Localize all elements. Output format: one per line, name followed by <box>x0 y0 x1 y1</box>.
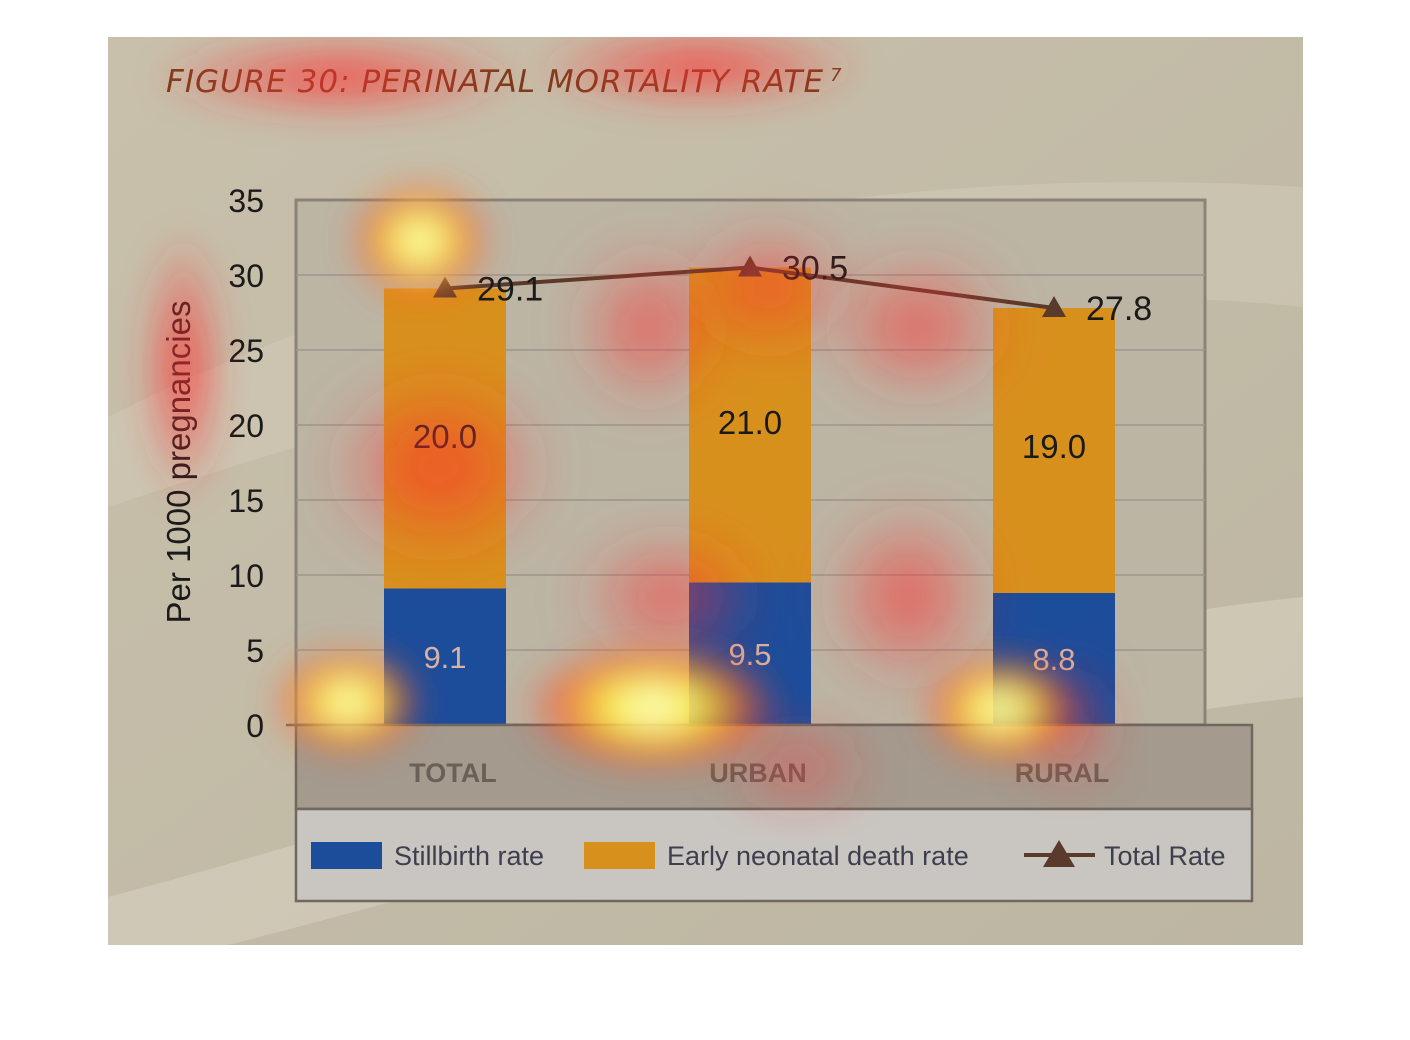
total-rate-data-label: 27.8 <box>1086 290 1152 328</box>
legend-swatch-stillbirth <box>311 842 382 869</box>
legend-label-early-neonatal: Early neonatal death rate <box>667 841 969 871</box>
early-neonatal-bar <box>993 308 1115 593</box>
stillbirth-data-label: 9.5 <box>728 637 771 672</box>
chart: 0 5 10 15 20 25 30 35 Per 1000 pregnancies TOTAL U… <box>108 37 1303 945</box>
legend-label-stillbirth: Stillbirth rate <box>394 841 544 871</box>
legend-swatch-early-neonatal <box>584 842 655 869</box>
x-tick-label: URBAN <box>709 758 807 788</box>
y-tick-label: 5 <box>246 633 264 669</box>
total-rate-data-label: 30.5 <box>782 250 848 288</box>
figure-title-footnote: 7 <box>830 64 843 86</box>
y-tick-label: 35 <box>228 183 264 219</box>
figure-title-text: FIGURE 30: PERINATAL MORTALITY RATE <box>166 64 825 100</box>
y-tick-label: 30 <box>228 258 264 294</box>
x-tick-label: TOTAL <box>409 758 497 788</box>
figure-panel: 0 5 10 15 20 25 30 35 Per 1000 pregnancies TOTAL U… <box>108 37 1303 945</box>
y-tick-label: 20 <box>228 408 264 444</box>
y-tick-label: 15 <box>228 483 264 519</box>
figure-title: FIGURE 30: PERINATAL MORTALITY RATE 7 <box>166 64 843 100</box>
y-tick-label: 10 <box>228 558 264 594</box>
early-neonatal-data-label: 20.0 <box>413 418 477 455</box>
legend-label-total: Total Rate <box>1104 841 1226 871</box>
x-tick-label: RURAL <box>1015 758 1110 788</box>
stillbirth-data-label: 9.1 <box>423 640 466 675</box>
early-neonatal-data-label: 21.0 <box>718 404 782 441</box>
total-rate-marker <box>1042 296 1066 317</box>
legend-swatch-total-marker <box>1043 840 1075 867</box>
y-tick-label: 25 <box>228 333 264 369</box>
y-axis-label: Per 1000 pregnancies <box>160 301 197 624</box>
stillbirth-data-label: 8.8 <box>1032 642 1075 677</box>
y-tick-label: 0 <box>246 708 264 744</box>
early-neonatal-data-label: 19.0 <box>1022 428 1086 465</box>
total-rate-data-label: 29.1 <box>477 271 543 309</box>
